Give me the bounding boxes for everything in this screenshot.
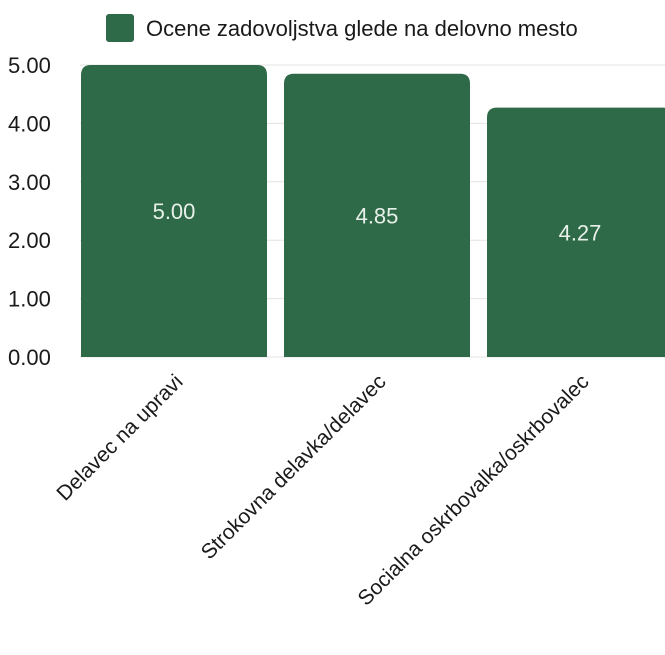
x-category-label: Strokovna delavka/delavec [197,370,391,564]
bar [487,107,665,357]
y-tick-label: 5.00 [8,53,51,78]
y-axis: 0.00 1.00 2.00 3.00 4.00 5.00 [8,53,51,370]
y-tick-label: 1.00 [8,287,51,312]
y-tick-label: 3.00 [8,170,51,195]
y-tick-label: 0.00 [8,345,51,370]
y-tick-label: 4.00 [8,111,51,136]
legend-label: Ocene zadovoljstva glede na delovno mest… [146,16,578,41]
y-tick-label: 2.00 [8,228,51,253]
x-axis: Delavec na upravi Strokovna delavka/delav… [52,370,593,610]
bar [81,65,267,357]
x-category-label: Socialna oskrbovalka/oskrbovalec [354,370,594,610]
bar-data-label: 4.27 [559,220,602,245]
x-category-label: Delavec na upravi [52,370,187,505]
bars: 5.00 4.85 4.27 [81,65,665,357]
bar-data-label: 5.00 [153,199,196,224]
legend-swatch [106,14,134,42]
legend: Ocene zadovoljstva glede na delovno mest… [106,14,578,42]
bar [284,73,470,357]
bar-data-label: 4.85 [356,203,399,228]
